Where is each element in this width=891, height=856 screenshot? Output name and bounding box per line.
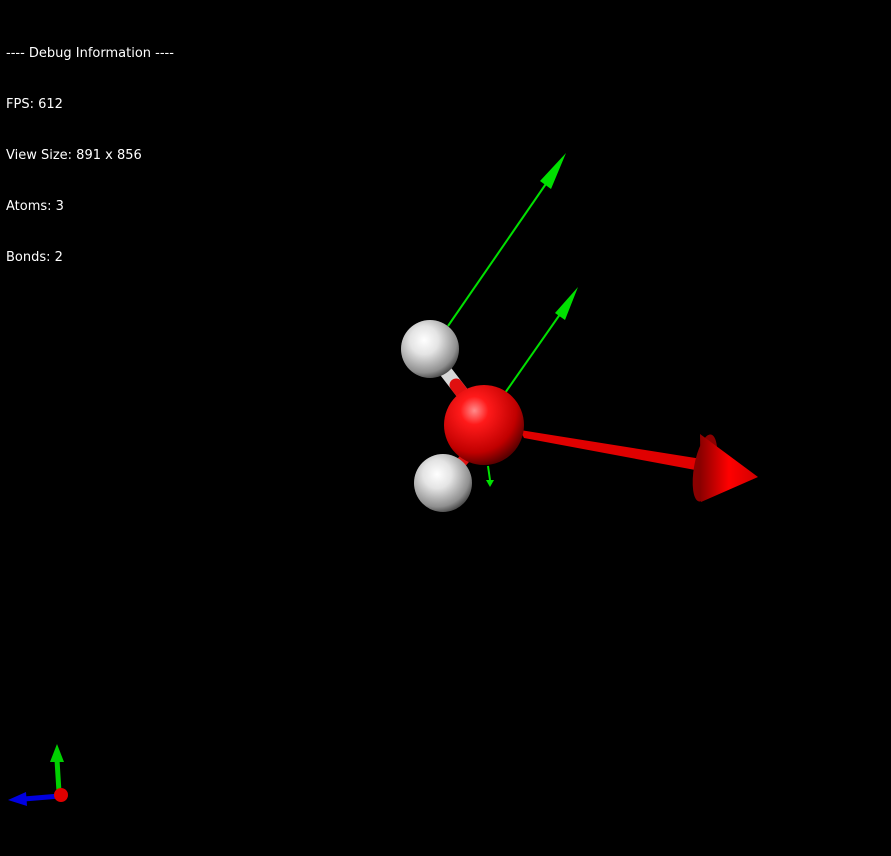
debug-view-size: View Size: 891 x 856 — [6, 148, 142, 163]
force-vector-o — [504, 287, 578, 394]
force-vector-h1 — [447, 153, 566, 327]
debug-atoms: Atoms: 3 — [6, 199, 64, 214]
dipole-vector — [520, 430, 758, 502]
atom-hydrogen-1[interactable] — [401, 320, 459, 378]
debug-fps: FPS: 612 — [6, 97, 63, 112]
atom-hydrogen-2[interactable] — [414, 454, 472, 512]
axis-y-arrow — [50, 744, 64, 793]
axis-z-arrow — [8, 792, 61, 806]
atom-oxygen[interactable] — [444, 385, 524, 465]
axis-gizmo — [8, 744, 68, 806]
debug-header: ---- Debug Information ---- — [6, 46, 174, 61]
force-vector-h2 — [486, 465, 494, 487]
debug-bonds: Bonds: 2 — [6, 250, 63, 265]
debug-overlay: ---- Debug Information ---- FPS: 612 Vie… — [6, 11, 174, 300]
axis-x-origin — [54, 788, 68, 802]
